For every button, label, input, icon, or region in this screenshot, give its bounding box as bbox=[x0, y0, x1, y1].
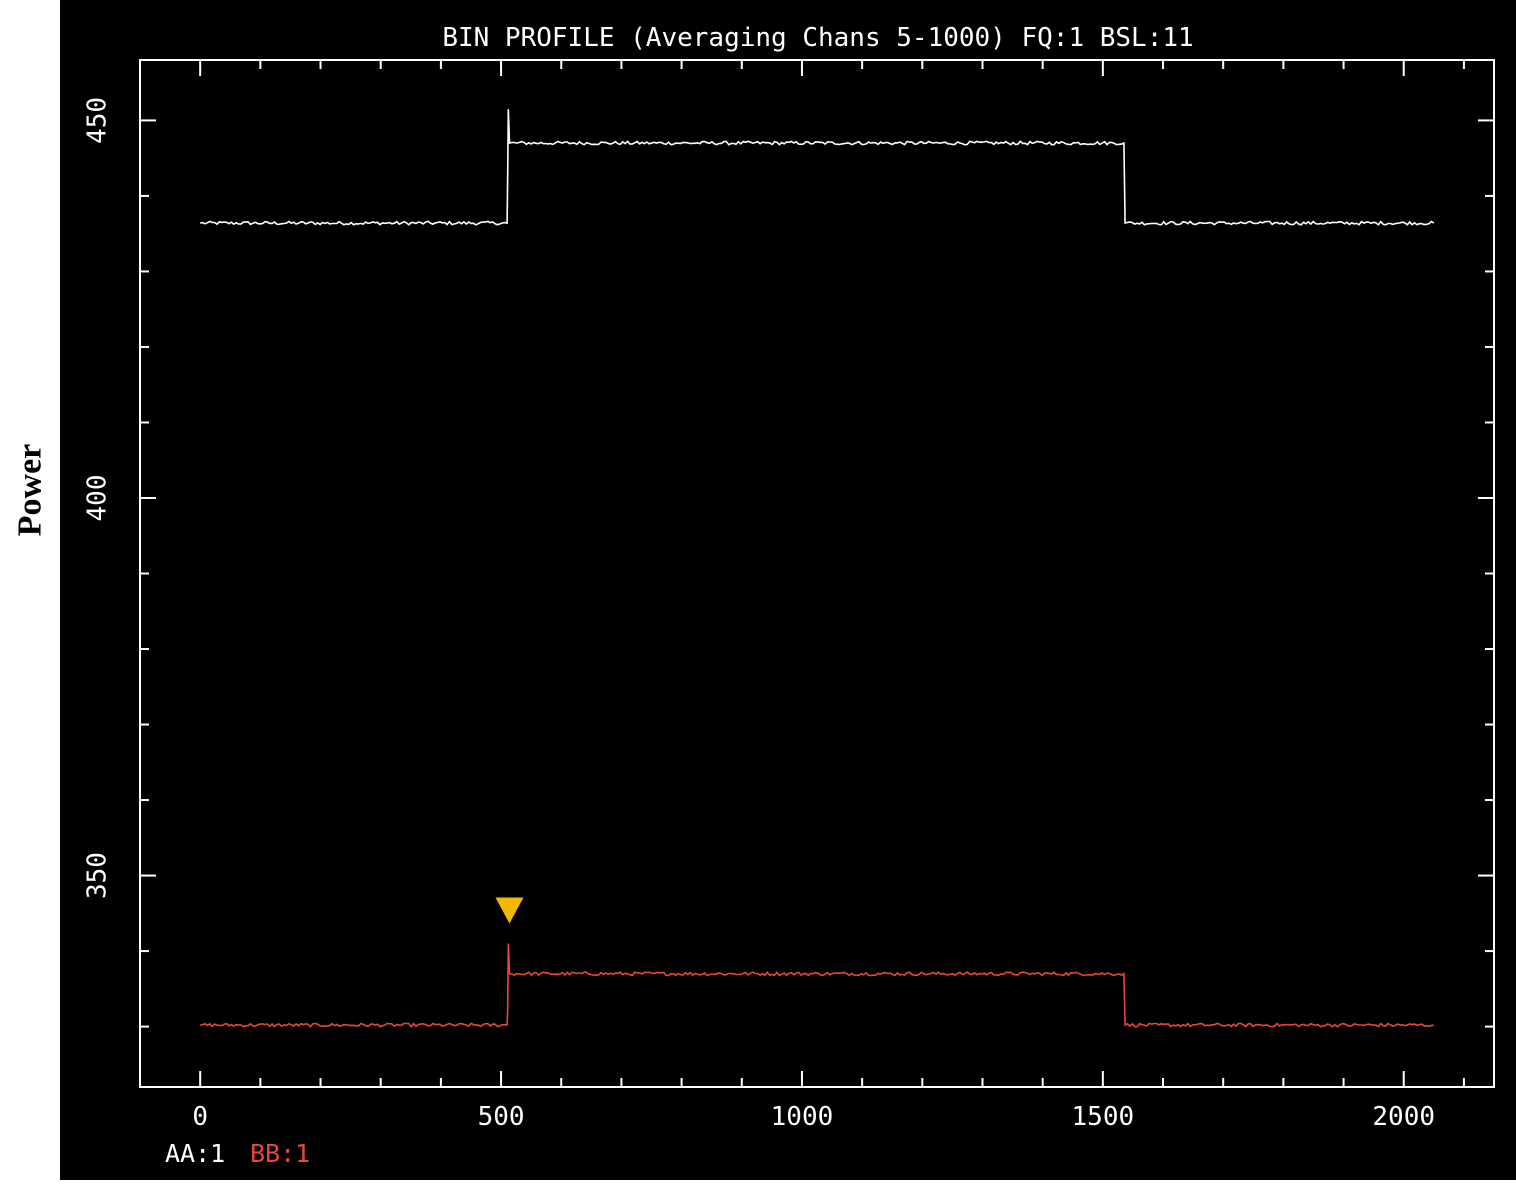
series-line-bb bbox=[200, 943, 1434, 1029]
outer-y-axis-label-text: Power bbox=[11, 443, 49, 537]
x-tick-label: 500 bbox=[478, 1102, 525, 1132]
y-tick-label: 450 bbox=[83, 97, 113, 144]
series-layer bbox=[200, 109, 1435, 1029]
peak-marker-icon bbox=[495, 897, 524, 924]
x-tick-label: 0 bbox=[192, 1102, 208, 1132]
legend: AA:1 BB:1 bbox=[165, 1139, 310, 1168]
axis-ticks bbox=[140, 60, 1494, 1087]
x-tick-label: 2000 bbox=[1372, 1102, 1435, 1132]
chart-svg: BIN PROFILE (Averaging Chans 5-1000) FQ:… bbox=[83, 23, 1495, 1168]
chart-panel: BIN PROFILE (Averaging Chans 5-1000) FQ:… bbox=[60, 0, 1516, 1180]
chart-title: BIN PROFILE (Averaging Chans 5-1000) FQ:… bbox=[442, 23, 1193, 53]
x-tick-label: 1000 bbox=[771, 1102, 834, 1132]
x-tick-label: 1500 bbox=[1072, 1102, 1135, 1132]
y-tick-label: 350 bbox=[83, 852, 113, 899]
legend-entry-aa: AA:1 bbox=[165, 1139, 225, 1168]
plot-frame bbox=[139, 59, 1495, 1088]
legend-entry-bb: BB:1 bbox=[250, 1139, 310, 1168]
axis-tick-labels: 0 500 1000 1500 2000 350 400 450 bbox=[83, 97, 1436, 1132]
annotation-layer bbox=[495, 897, 524, 924]
y-tick-label: 400 bbox=[83, 475, 113, 522]
outer-y-axis-label: Power bbox=[10, 380, 50, 600]
series-line-aa bbox=[200, 109, 1435, 226]
